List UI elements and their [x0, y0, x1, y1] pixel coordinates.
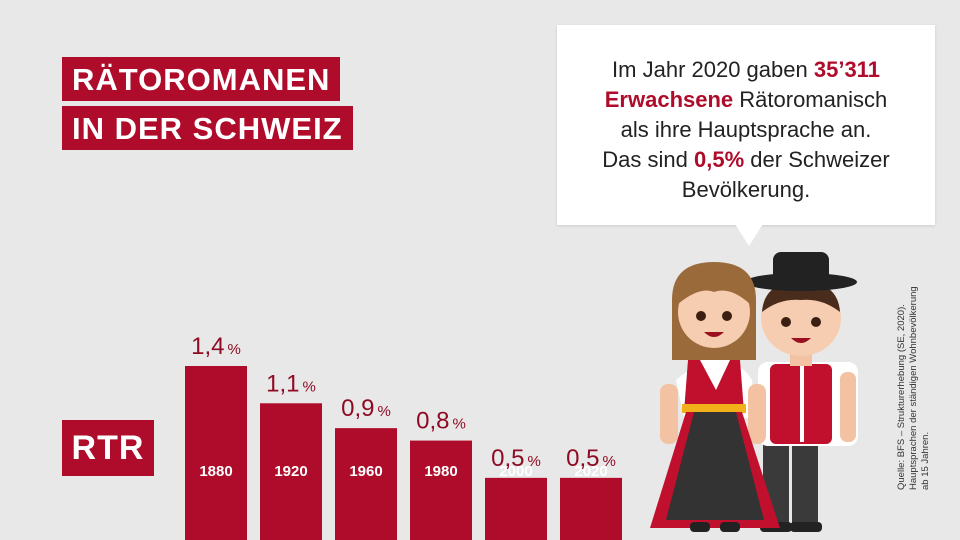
bubble-line-5: Bevölkerung. — [681, 177, 811, 202]
value-label-1920: 1,1% — [266, 370, 316, 397]
value-label-1980: 0,8% — [416, 408, 466, 435]
bubble-highlight-count: 35’311 — [813, 57, 880, 82]
bar-1880 — [185, 366, 247, 540]
bubble-part-4: Das sind — [602, 147, 695, 172]
title-line-2: IN DER SCHWEIZ — [62, 106, 353, 150]
source-line-1: Quelle: BFS – Strukturerhebung (SE, 2020… — [896, 304, 907, 490]
bubble-highlight-adults: Erwachsene — [604, 87, 734, 112]
bubble-highlight-percent: 0,5% — [694, 147, 745, 172]
bar-2020 — [560, 477, 622, 540]
category-label-2020: 2020 — [574, 463, 607, 480]
bar-1980 — [410, 440, 472, 540]
value-label-2020: 0,5% — [566, 445, 616, 472]
category-label-1920: 1920 — [274, 463, 307, 480]
bar-1920 — [260, 403, 322, 540]
source-line-2: Hauptsprachen der ständigen Wohnbevölker… — [908, 286, 919, 490]
bubble-line-3: als ihre Hauptsprache an. — [620, 117, 872, 142]
source-note: Quelle: BFS – Strukturerhebung (SE, 2020… — [896, 260, 932, 490]
swiss-couple-illustration — [650, 252, 858, 532]
value-label-2000: 0,5% — [491, 445, 541, 472]
bar-2000 — [485, 477, 547, 540]
bubble-part-5: der Schweizer — [744, 147, 890, 172]
speech-bubble-tail — [735, 224, 763, 246]
value-label-1960: 0,9% — [341, 395, 391, 422]
value-label-1880: 1,4% — [191, 333, 241, 360]
speech-bubble: Im Jahr 2020 gaben 35’311 Erwachsene Rät… — [557, 25, 935, 225]
category-label-1880: 1880 — [199, 463, 232, 480]
category-label-2000: 2000 — [499, 463, 532, 480]
title-block: RÄTOROMANEN IN DER SCHWEIZ — [62, 57, 353, 150]
source-line-3: ab 15 Jahren. — [920, 431, 931, 490]
bar-1960 — [335, 428, 397, 540]
category-label-1960: 1960 — [349, 463, 382, 480]
woman-figure — [650, 262, 780, 532]
bubble-part-1: Im Jahr 2020 gaben — [612, 57, 814, 82]
category-label-1980: 1980 — [424, 463, 457, 480]
bubble-text: Im Jahr 2020 gaben 35’311 Erwachsene Rät… — [557, 55, 935, 205]
man-figure — [745, 252, 858, 532]
rtr-logo: RTR — [62, 420, 154, 476]
title-line-1: RÄTOROMANEN — [62, 57, 341, 101]
bubble-part-2: Rätoromanisch — [733, 87, 888, 112]
